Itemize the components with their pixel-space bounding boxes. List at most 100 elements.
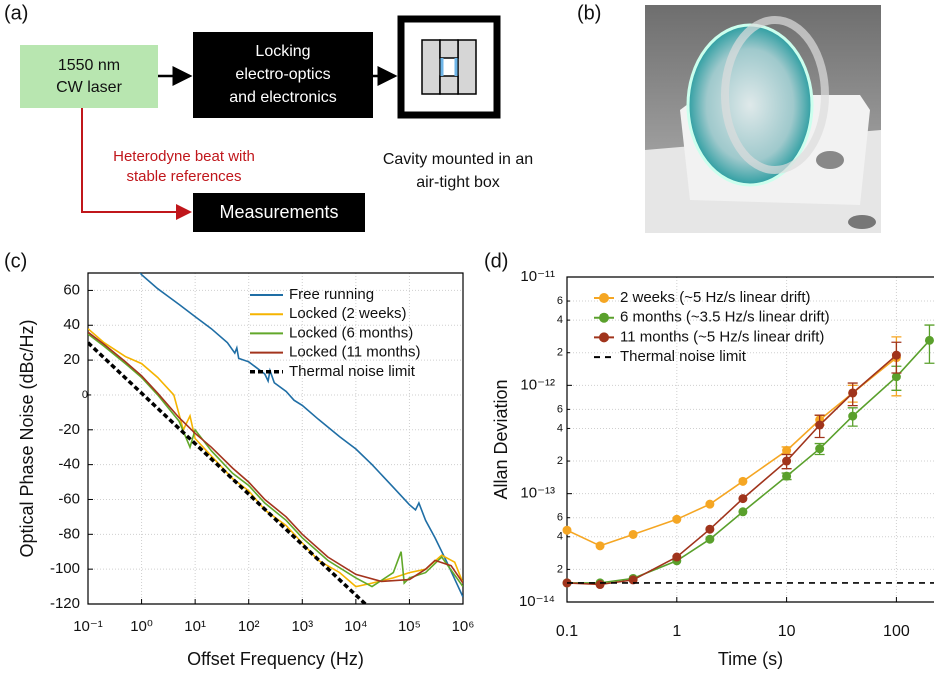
x-tick-label: 10²: [238, 618, 260, 635]
y-tick-label: -120: [50, 595, 80, 612]
legend-marker: [599, 293, 609, 303]
cavity-box: [397, 15, 501, 119]
y-tick-label: 2: [557, 455, 563, 467]
locking-box: [193, 32, 373, 118]
y-tick-label: 4: [557, 314, 563, 326]
y-tick-label: 2: [557, 347, 563, 359]
x-tick-label: 10⁰: [130, 618, 153, 635]
node-label: and electronics: [229, 89, 337, 106]
panel-label: (c): [4, 250, 27, 272]
series-line: [567, 354, 897, 586]
data-point: [705, 534, 715, 544]
data-point: [672, 552, 682, 562]
y-tick-label: 20: [63, 351, 80, 368]
y-tick-label: 4: [557, 531, 563, 543]
panel-label: (b): [577, 2, 601, 24]
y-tick-label: 60: [63, 281, 80, 298]
cavity-icon: [421, 39, 477, 95]
y-tick-label: 40: [63, 316, 80, 333]
data-point: [815, 444, 825, 454]
data-point: [595, 580, 605, 590]
legend-label: 11 months (~5 Hz/s linear drift): [620, 328, 824, 345]
data-point: [782, 456, 792, 466]
x-tick-label: 10³: [291, 618, 313, 635]
series-line: [567, 357, 897, 547]
legend-label: Thermal noise limit: [620, 348, 747, 365]
measurement-box: [193, 193, 365, 232]
y-tick-label: -100: [50, 560, 80, 577]
data-point: [628, 529, 638, 539]
data-point: [891, 350, 901, 360]
legend-label: Locked (11 months): [289, 344, 420, 361]
node-label: air-tight box: [416, 174, 500, 191]
data-point: [705, 499, 715, 509]
data-point: [738, 494, 748, 504]
x-tick-label: 10⁴: [344, 618, 367, 635]
y-tick-label: 10⁻¹⁴: [519, 593, 555, 610]
x-tick-label: 10: [778, 623, 796, 640]
y-tick-label: -40: [58, 456, 80, 473]
legend-label: 6 months (~3.5 Hz/s linear drift): [620, 309, 830, 326]
data-point: [848, 411, 858, 421]
x-tick-label: 10⁵: [398, 618, 421, 635]
x-tick-label: 10⁶: [452, 618, 475, 635]
series-line: [88, 331, 463, 584]
series-line: [88, 333, 463, 588]
series-line: [567, 339, 931, 584]
charts: 10⁻¹ 10⁰ 10¹ 10² 10³ 10⁴ 10⁵ 10⁶ -120 -100 -80 -60 -…: [17, 268, 935, 669]
data-point: [891, 372, 901, 382]
arrow: [81, 108, 192, 220]
y-tick-label: 10⁻¹³: [520, 485, 555, 502]
data-point: [595, 541, 605, 551]
y-tick-label: 6: [557, 512, 563, 524]
legend-label: 2 weeks (~5 Hz/s linear drift): [620, 289, 810, 306]
photo: [645, 5, 881, 233]
x-tick-label: 10¹: [184, 618, 206, 635]
axis-frame: [566, 276, 934, 603]
x-axis-title: Offset Frequency (Hz): [187, 649, 364, 669]
x-tick-label: 1: [672, 623, 681, 640]
axis-frame: [87, 272, 464, 605]
data-point: [815, 420, 825, 430]
x-tick-label: 100: [883, 623, 910, 640]
data-point: [562, 525, 572, 535]
node-label: electro-optics: [235, 66, 330, 83]
annotation: stable references: [126, 168, 241, 185]
y-tick-label: -60: [58, 490, 80, 507]
y-tick-label: 6: [557, 295, 563, 307]
legend-label: Locked (2 weeks): [289, 305, 407, 322]
data-point: [848, 388, 858, 398]
data-point: [738, 507, 748, 517]
data-point: [782, 471, 792, 481]
legend-label: Free running: [289, 286, 374, 303]
x-tick-label: 10⁻¹: [73, 618, 103, 635]
x-tick-label: 0.1: [556, 623, 578, 640]
laser-box: [20, 45, 158, 108]
node-label: Measurements: [219, 202, 338, 222]
legend-marker: [599, 332, 609, 343]
data-point: [705, 524, 715, 534]
y-tick-label: -20: [58, 421, 80, 438]
y-tick-label: -80: [58, 525, 80, 542]
y-tick-label: 10⁻¹²: [520, 376, 555, 393]
y-tick-label: 4: [557, 422, 563, 434]
legend-marker: [599, 312, 609, 323]
y-axis-title: Optical Phase Noise (dBc/Hz): [17, 319, 37, 557]
x-axis-title: Time (s): [718, 649, 783, 669]
node-label: Locking: [255, 43, 310, 60]
node-label: CW laser: [56, 79, 122, 96]
y-tick-label: 6: [557, 403, 563, 415]
data-point: [672, 514, 682, 524]
data-point: [738, 476, 748, 486]
panel-label: (d): [484, 250, 508, 272]
data-point: [782, 446, 792, 456]
node-label: 1550 nm: [58, 57, 120, 74]
y-tick-label: 10⁻¹¹: [520, 268, 555, 285]
legend-label: Locked (6 months): [289, 324, 413, 341]
panel-label: (a): [4, 2, 28, 24]
y-tick-label: 2: [557, 563, 563, 575]
y-tick-label: 0: [82, 389, 88, 401]
annotation: Heterodyne beat with: [113, 148, 255, 165]
node-label: Cavity mounted in an: [383, 151, 533, 168]
